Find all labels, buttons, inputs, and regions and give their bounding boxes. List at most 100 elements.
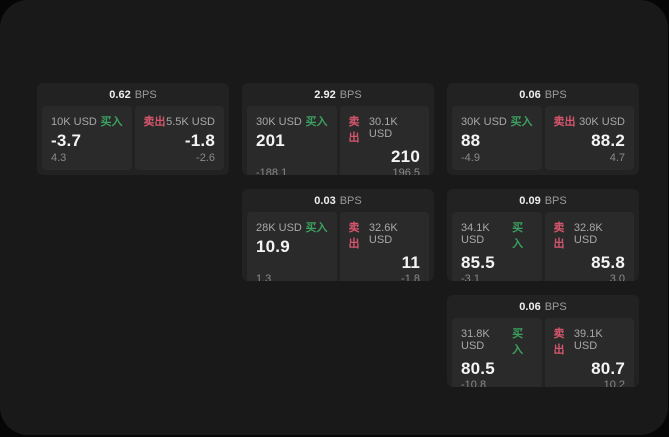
bps-value: 0.03	[314, 194, 336, 207]
sell-pane[interactable]: 卖出 30K USD 88.2 4.7	[544, 106, 634, 170]
buy-delta: -10.8	[461, 379, 487, 387]
sell-amount: 32.8K USD	[573, 222, 603, 246]
sell-price: -1.8	[184, 131, 215, 150]
sell-pane[interactable]: 卖出 32.8K USD 85.8 3.0	[544, 212, 634, 281]
card-header: 2.92 BPS	[242, 83, 434, 106]
buy-label: 买入	[512, 328, 524, 356]
bps-value: 0.06	[519, 88, 541, 101]
buy-price: 201	[256, 131, 285, 150]
buy-amount: 34.1K USD	[461, 222, 490, 246]
buy-delta: 4.3	[51, 152, 67, 164]
sell-label: 卖出	[143, 116, 166, 128]
sell-pane-top: 卖出 32.8K USD	[554, 219, 626, 251]
quote-card: 0.09 BPS 34.1K USD 买入 85.5 -3.1 卖出 32.8K…	[447, 189, 639, 281]
sell-label: 卖出	[348, 222, 360, 250]
bps-suffix: BPS	[339, 194, 362, 207]
card-body: 28K USD 买入 10.9 1.3 卖出 32.6K USD 11 -1.8	[242, 212, 434, 281]
bps-value: 0.06	[519, 300, 541, 313]
sell-price: 80.7	[591, 359, 625, 378]
buy-pane-top: 34.1K USD 买入	[461, 219, 533, 251]
sell-price: 88.2	[591, 131, 625, 150]
buy-delta: -4.9	[461, 152, 480, 164]
bps-value: 0.09	[519, 194, 541, 207]
sell-amount: 39.1K USD	[573, 328, 603, 352]
buy-label: 买入	[305, 222, 328, 234]
sell-delta: -1.8	[401, 273, 420, 281]
buy-price: 80.5	[461, 359, 495, 378]
card-body: 34.1K USD 买入 85.5 -3.1 卖出 32.8K USD 85.8…	[447, 212, 639, 281]
sell-amount: 32.6K USD	[368, 222, 398, 246]
sell-delta: 4.7	[609, 152, 625, 164]
buy-amount: 31.8K USD	[461, 328, 490, 352]
buy-pane[interactable]: 30K USD 买入 201 -188.1	[247, 106, 337, 175]
buy-pane-top: 28K USD 买入	[256, 219, 328, 235]
buy-delta: 1.3	[256, 273, 272, 281]
card-header: 0.06 BPS	[447, 83, 639, 106]
sell-pane[interactable]: 卖出 39.1K USD 80.7 10.2	[544, 318, 634, 387]
bps-suffix: BPS	[544, 300, 567, 313]
buy-label: 买入	[100, 116, 123, 128]
sell-pane[interactable]: 卖出 5.5K USD -1.8 -2.6	[134, 106, 224, 170]
buy-price: -3.7	[51, 131, 82, 150]
buy-pane[interactable]: 28K USD 买入 10.9 1.3	[247, 212, 337, 281]
sell-price: 85.8	[591, 253, 625, 272]
card-body: 31.8K USD 买入 80.5 -10.8 卖出 39.1K USD 80.…	[447, 318, 639, 387]
sell-label: 卖出	[348, 116, 360, 144]
quote-card: 0.06 BPS 30K USD 买入 88 -4.9 卖出 30K USD 8…	[447, 83, 639, 175]
sell-amount: 5.5K USD	[166, 116, 215, 128]
quote-card: 0.03 BPS 28K USD 买入 10.9 1.3 卖出 32.6K US…	[242, 189, 434, 281]
buy-pane-top: 30K USD 买入	[461, 113, 533, 129]
sell-pane-top: 卖出 30.1K USD	[349, 113, 421, 145]
buy-amount: 28K USD	[256, 222, 302, 234]
sell-amount: 30.1K USD	[368, 116, 398, 140]
quote-card: 0.62 BPS 10K USD 买入 -3.7 4.3 卖出 5.5K USD…	[37, 83, 229, 175]
bps-suffix: BPS	[544, 88, 567, 101]
buy-price: 88	[461, 131, 481, 150]
buy-pane-top: 10K USD 买入	[51, 113, 123, 129]
buy-pane[interactable]: 34.1K USD 买入 85.5 -3.1	[452, 212, 542, 281]
quote-card: 2.92 BPS 30K USD 买入 201 -188.1 卖出 30.1K …	[242, 83, 434, 175]
buy-label: 买入	[510, 116, 533, 128]
sell-pane-top: 卖出 30K USD	[554, 113, 626, 129]
bps-value: 2.92	[314, 88, 336, 101]
buy-label: 买入	[512, 222, 524, 250]
sell-label: 卖出	[553, 116, 576, 128]
sell-label: 卖出	[553, 328, 565, 356]
card-header: 0.06 BPS	[447, 295, 639, 318]
buy-amount: 30K USD	[461, 116, 507, 128]
buy-pane[interactable]: 10K USD 买入 -3.7 4.3	[42, 106, 132, 170]
bps-value: 0.62	[109, 88, 131, 101]
card-body: 30K USD 买入 201 -188.1 卖出 30.1K USD 210 1…	[242, 106, 434, 175]
bps-suffix: BPS	[134, 88, 157, 101]
sell-price: 210	[391, 147, 420, 166]
buy-price: 10.9	[256, 237, 290, 256]
sell-delta: 3.0	[609, 273, 625, 281]
buy-price: 85.5	[461, 253, 495, 272]
buy-delta: -188.1	[256, 167, 288, 175]
buy-pane-top: 31.8K USD 买入	[461, 325, 533, 357]
sell-amount: 30K USD	[579, 116, 625, 128]
sell-pane-top: 卖出 32.6K USD	[349, 219, 421, 251]
sell-label: 卖出	[553, 222, 565, 250]
card-header: 0.62 BPS	[37, 83, 229, 106]
card-header: 0.09 BPS	[447, 189, 639, 212]
sell-pane[interactable]: 卖出 30.1K USD 210 196.5	[339, 106, 429, 175]
bps-suffix: BPS	[339, 88, 362, 101]
buy-pane[interactable]: 30K USD 买入 88 -4.9	[452, 106, 542, 170]
sell-price: 11	[401, 253, 420, 272]
buy-pane[interactable]: 31.8K USD 买入 80.5 -10.8	[452, 318, 542, 387]
sell-delta: 196.5	[392, 167, 420, 175]
buy-amount: 10K USD	[51, 116, 97, 128]
sell-pane[interactable]: 卖出 32.6K USD 11 -1.8	[339, 212, 429, 281]
card-body: 10K USD 买入 -3.7 4.3 卖出 5.5K USD -1.8 -2.…	[37, 106, 229, 175]
quote-card: 0.06 BPS 31.8K USD 买入 80.5 -10.8 卖出 39.1…	[447, 295, 639, 387]
card-body: 30K USD 买入 88 -4.9 卖出 30K USD 88.2 4.7	[447, 106, 639, 175]
sell-pane-top: 卖出 39.1K USD	[554, 325, 626, 357]
buy-amount: 30K USD	[256, 116, 302, 128]
quote-board: 0.62 BPS 10K USD 买入 -3.7 4.3 卖出 5.5K USD…	[37, 83, 639, 387]
buy-pane-top: 30K USD 买入	[256, 113, 328, 129]
sell-pane-top: 卖出 5.5K USD	[144, 113, 216, 129]
card-header: 0.03 BPS	[242, 189, 434, 212]
bps-suffix: BPS	[544, 194, 567, 207]
